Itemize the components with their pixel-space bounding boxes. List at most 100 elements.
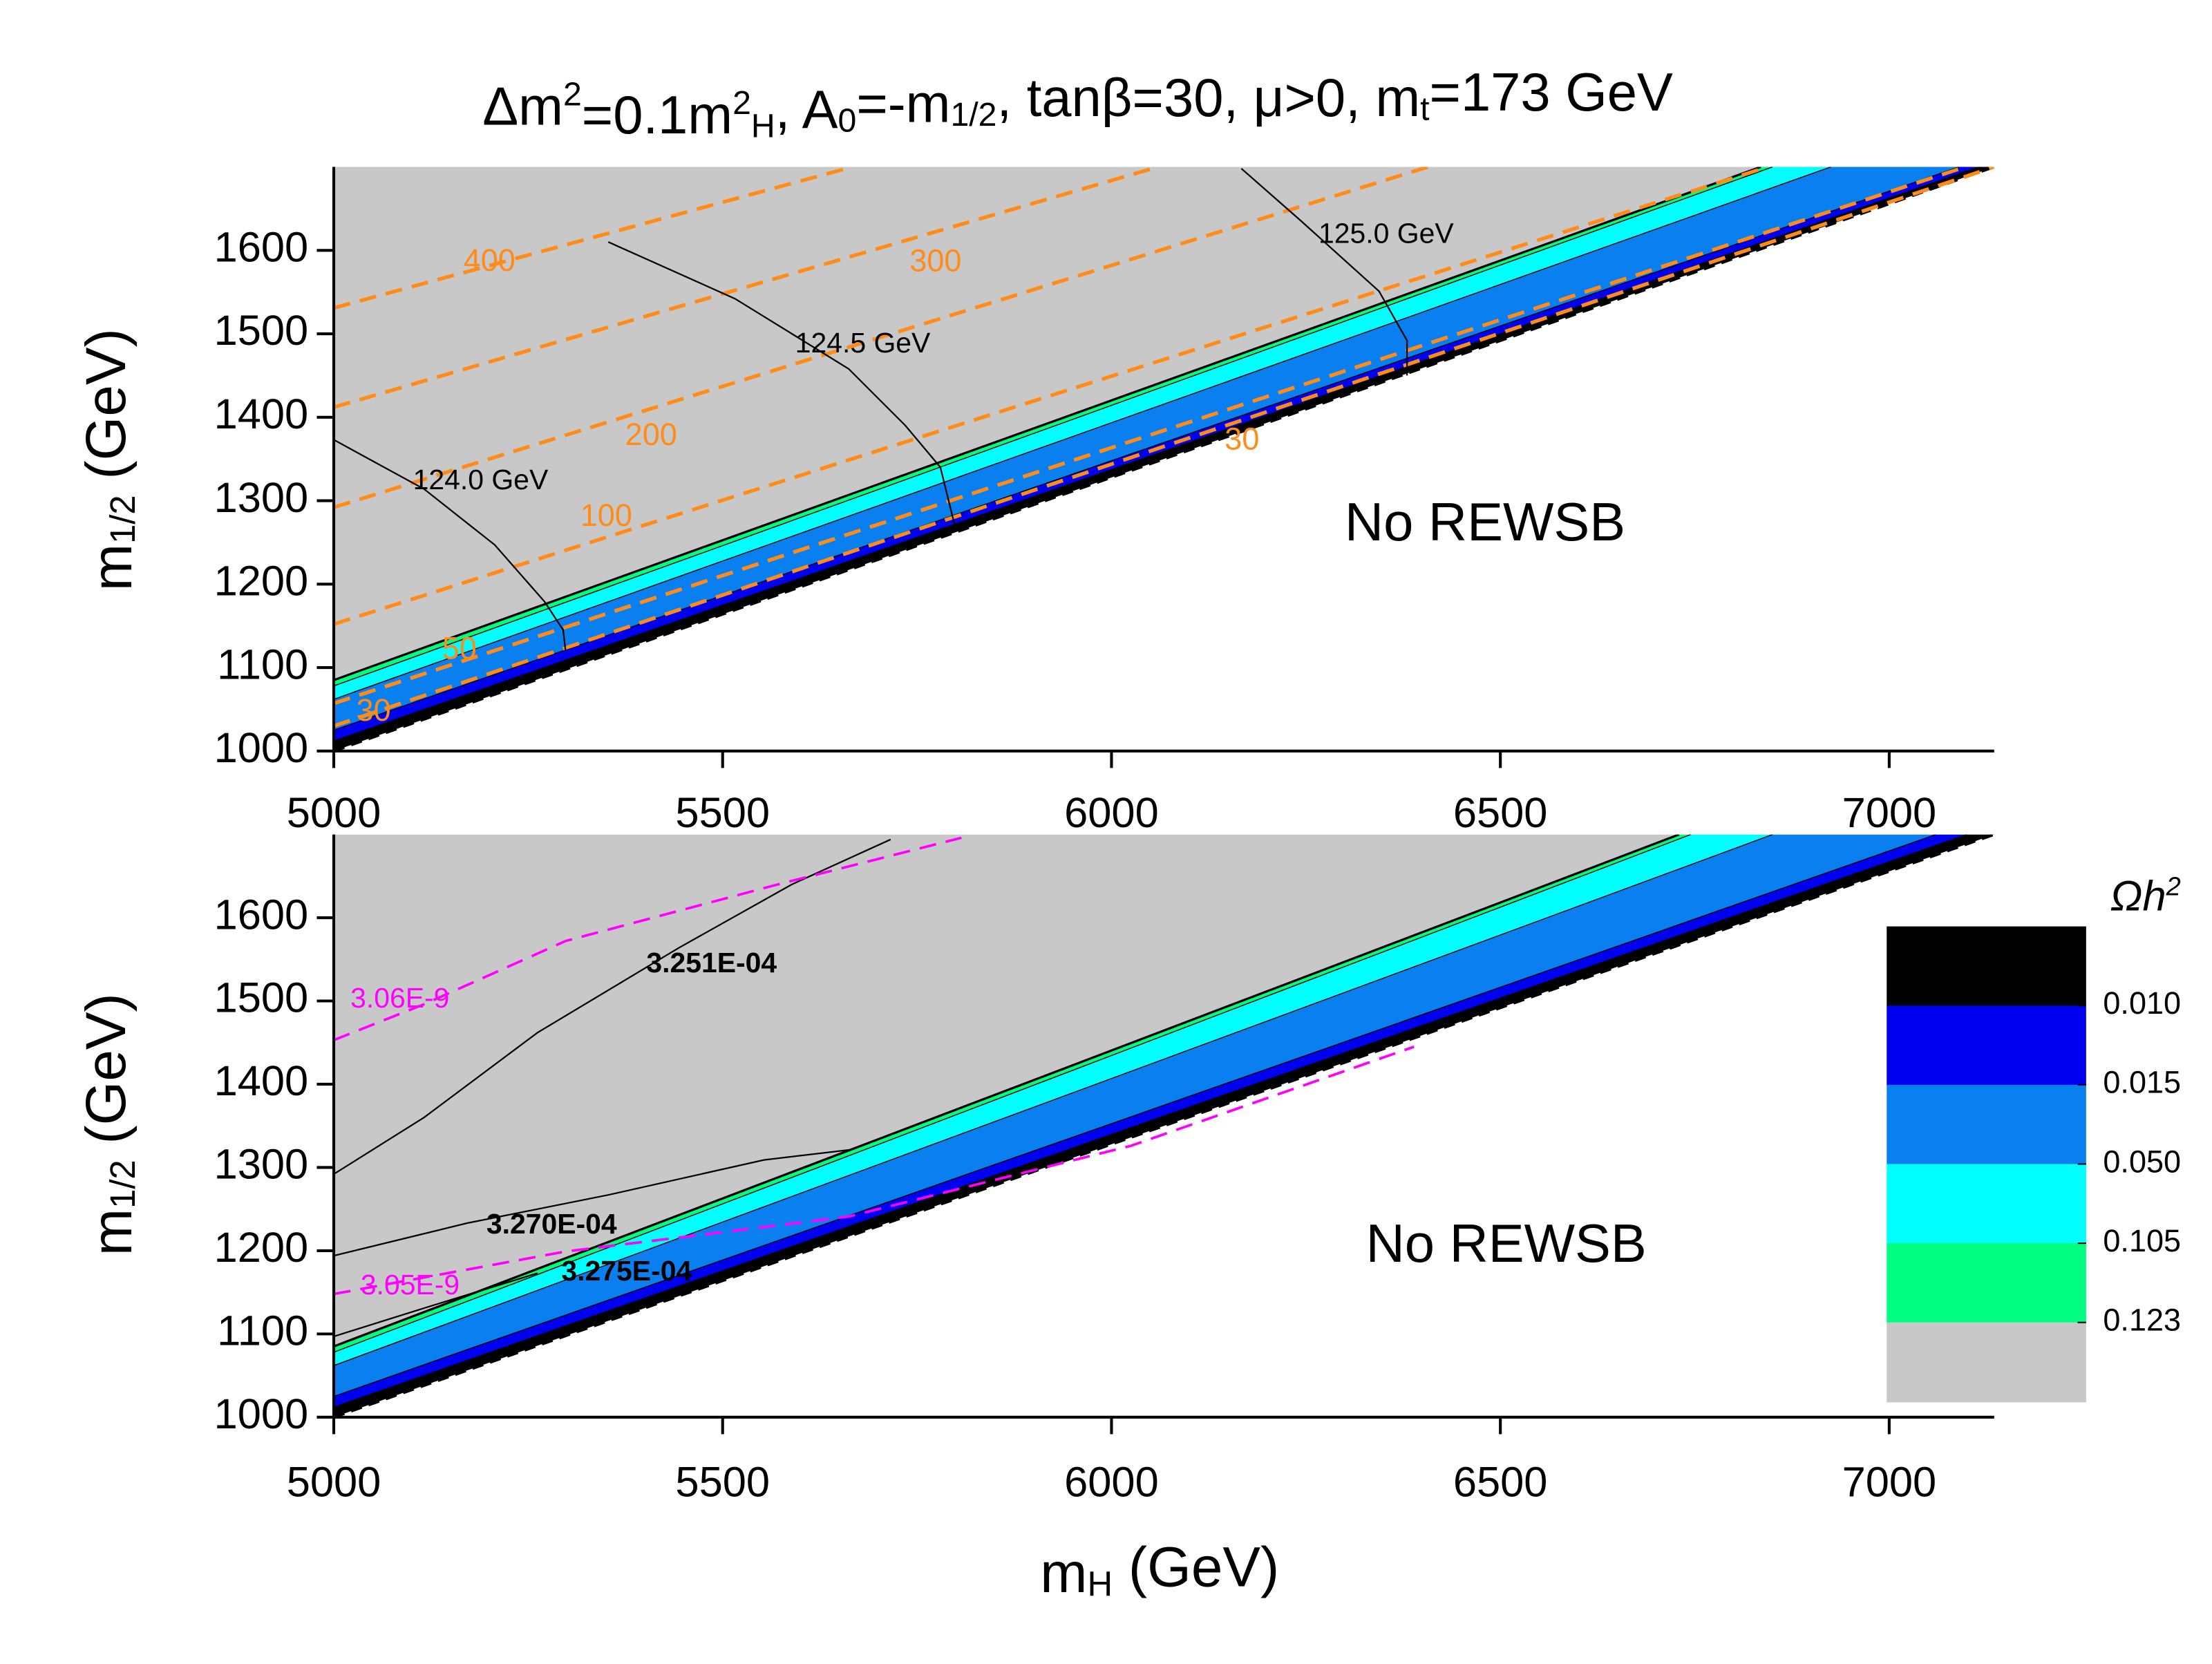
contour-label: 300 (909, 243, 961, 278)
band-edge (334, 167, 1979, 742)
text-part: 2 (732, 84, 751, 122)
contour-label: 3.275E-04 (561, 1255, 692, 1287)
text-part: 2 (563, 75, 582, 113)
contour-label: 100 (580, 498, 632, 533)
contour-line (334, 838, 891, 1175)
colorbar-cell (1887, 1005, 2086, 1086)
text-part: 1/2 (950, 96, 996, 133)
contour-line (334, 1272, 538, 1338)
contour-label: 3.251E-04 (646, 947, 777, 978)
dashed-contour (334, 1046, 1415, 1296)
dashed-contour (334, 167, 1994, 728)
colorbar-cell (1887, 1084, 2086, 1165)
colorbar-cell (1887, 926, 2086, 1007)
band-edge (334, 834, 1967, 1408)
y-tick-label: 1300 (214, 474, 309, 522)
text-part: 1/2 (103, 1160, 142, 1209)
y-tick-label: 1500 (214, 307, 309, 354)
colorbar-title: Ωh2 (2110, 873, 2181, 920)
colorbar-cell (1887, 1243, 2086, 1323)
text-part: H (751, 107, 775, 144)
colorbar-label: 0.050 (2103, 1144, 2181, 1179)
contour-label: 124.0 GeV (413, 464, 549, 495)
dashed-contour (334, 836, 962, 1041)
x-tick-label: 6500 (1453, 789, 1548, 837)
text-part: (GeV) (75, 328, 138, 495)
colorbar-cell (1887, 1322, 2086, 1403)
contour-label: 3.06E-9 (350, 982, 449, 1014)
text-part: Ωh (2110, 873, 2166, 920)
y-tick-label: 1500 (214, 974, 309, 1022)
x-tick-label: 5000 (287, 789, 381, 837)
contour-label: 30 (357, 692, 391, 728)
text-part: H (1088, 1564, 1113, 1604)
y-tick-label: 1600 (214, 223, 309, 271)
contour-label: 50 (442, 631, 477, 666)
chart-title: Δm2=0.1m2H, A0=-m1/2, tanβ=30, μ>0, mt=1… (482, 63, 1673, 145)
text-part: Δm (482, 77, 563, 136)
band (334, 834, 1994, 1417)
text-part: , A (775, 79, 838, 139)
band-edge (334, 834, 1680, 1348)
annotation: No REWSB (1366, 1214, 1647, 1274)
dashed-contour (334, 167, 1429, 509)
y-tick-label: 1600 (214, 891, 309, 938)
x-tick-label: 5500 (675, 1458, 770, 1506)
dashed-contour (334, 167, 1967, 706)
dashed-contour (334, 167, 853, 310)
contour-label: 3.270E-04 (486, 1208, 617, 1240)
text-part: 2 (2166, 873, 2181, 902)
y-axis-label: m1/2 (GeV) (75, 328, 144, 591)
text-part: 1/2 (103, 495, 142, 544)
plot-area (334, 167, 1994, 751)
text-part: m (80, 1209, 143, 1256)
text-part: m (1040, 1542, 1087, 1605)
band (334, 167, 1994, 751)
y-tick-label: 1000 (214, 724, 309, 772)
colorbar-cell (1887, 1164, 2086, 1245)
contour-label: 125.0 GeV (1318, 217, 1454, 249)
dashed-contour (334, 167, 1159, 409)
y-tick-label: 1400 (214, 1057, 309, 1105)
annotation: No REWSB (1345, 493, 1625, 552)
text-part: t (1420, 90, 1430, 127)
y-tick-label: 1300 (214, 1141, 309, 1189)
y-tick-label: 1100 (217, 641, 308, 688)
colorbar-label: 0.105 (2103, 1223, 2181, 1258)
text-part: 0 (838, 102, 857, 139)
y-axis-label: m1/2 (GeV) (75, 993, 144, 1256)
band-edge (334, 834, 1692, 1353)
text-part: (GeV) (1113, 1535, 1279, 1598)
x-tick-label: 7000 (1842, 789, 1937, 837)
band-edge (334, 167, 1831, 700)
x-tick-label: 5000 (287, 1458, 381, 1506)
x-tick-label: 6500 (1453, 1458, 1548, 1506)
colorbar-label: 0.123 (2103, 1303, 2181, 1338)
x-tick-label: 6000 (1064, 1458, 1159, 1506)
y-tick-label: 1000 (214, 1390, 309, 1438)
colorbar-label: 0.015 (2103, 1065, 2181, 1100)
contour-label: 3.05E-9 (361, 1269, 460, 1301)
y-tick-label: 1200 (214, 558, 309, 605)
band-edge (334, 834, 1773, 1366)
band-edge (334, 167, 1773, 687)
contour-label: 200 (625, 417, 677, 452)
text-part: =-m (856, 74, 950, 133)
band-edge (334, 834, 1936, 1397)
text-part: m (80, 544, 143, 591)
contour-label: 124.5 GeV (795, 327, 931, 359)
contour-line (1240, 168, 1408, 376)
y-tick-label: 1400 (214, 390, 309, 438)
x-axis-label: mH (GeV) (1040, 1535, 1279, 1605)
text-part: , tanβ=30, μ>0, m (996, 68, 1420, 128)
contour-line (334, 439, 567, 652)
contour-label: 400 (464, 243, 516, 278)
text-part: =0.1m (582, 86, 732, 145)
text-part: (GeV) (75, 993, 138, 1160)
band-edge (334, 167, 1761, 681)
contour-label: 30 (1225, 422, 1259, 457)
dashed-contour (334, 167, 1769, 626)
plot-area (334, 834, 1994, 1417)
